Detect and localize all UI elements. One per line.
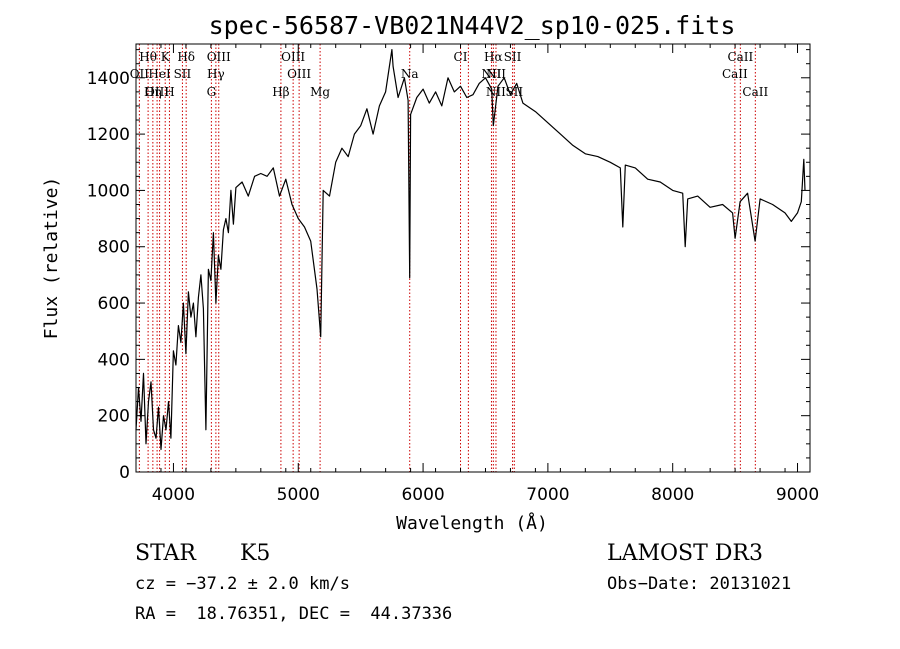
marker-label: OIII: [207, 50, 231, 64]
y-tick-label: 800: [98, 238, 130, 258]
x-tick-label: 5000: [277, 485, 320, 505]
marker-label: OIII: [281, 50, 305, 64]
object-subclass: K5: [240, 541, 271, 566]
marker-label: CI: [454, 50, 468, 64]
marker-label: H: [164, 85, 174, 99]
marker-label: Hθ: [139, 50, 157, 64]
x-tick-label: 6000: [401, 485, 444, 505]
plot-frame: [135, 43, 811, 473]
observation-date: Obs−Date: 20131021: [607, 574, 792, 594]
y-tick-label: 1000: [87, 181, 130, 201]
marker-label: OII: [130, 67, 150, 81]
x-axis: 4000 5000 6000 7000 8000 9000: [135, 44, 819, 505]
marker-label: OIII: [145, 85, 169, 99]
spectrum-line: [135, 48, 806, 451]
marker-label: Hα: [484, 50, 503, 64]
emission-line-markers: [138, 44, 756, 472]
marker-label: NII: [481, 67, 501, 81]
marker-label: OIII: [287, 67, 311, 81]
marker-label: Na: [401, 67, 419, 81]
marker-label: G: [207, 85, 217, 99]
y-tick-label: 1200: [87, 125, 130, 145]
y-axis: 0 200 400 600 800 1000 1200 1400: [87, 49, 810, 483]
marker-label: Hβ: [272, 85, 289, 99]
marker-label: Hδ: [177, 50, 195, 64]
marker-label: SII: [504, 50, 522, 64]
chart-title: spec-56587-VB021N44V2_sp10-025.fits: [209, 11, 736, 40]
marker-label: HeI: [148, 67, 171, 81]
marker-label: CaII: [727, 50, 753, 64]
y-tick-label: 400: [98, 350, 130, 370]
y-tick-label: 600: [98, 294, 130, 314]
marker-label: K: [161, 50, 171, 64]
y-tick-label: 0: [119, 463, 130, 483]
marker-label: Hη: [144, 85, 162, 99]
x-tick-label: 9000: [776, 485, 819, 505]
x-tick-label: 4000: [152, 485, 195, 505]
y-tick-label: 200: [98, 407, 130, 427]
y-tick-label: 1400: [87, 69, 130, 89]
x-tick-label: 7000: [526, 485, 569, 505]
marker-label: NII: [486, 67, 506, 81]
ra-dec: RA = 18.76351, DEC = 44.37336: [135, 604, 453, 624]
redshift-cz: cz = −37.2 ± 2.0 km/s: [135, 574, 350, 594]
marker-label: NII: [486, 85, 506, 99]
marker-label: SII: [174, 67, 192, 81]
object-class: STAR: [135, 541, 196, 566]
survey-name: LAMOST DR3: [607, 541, 763, 566]
x-tick-label: 8000: [651, 485, 694, 505]
marker-label: Mg: [310, 85, 330, 99]
x-axis-label: Wavelength (Å): [396, 512, 548, 534]
marker-label: Hγ: [207, 67, 225, 81]
y-axis-label: Flux (relative): [41, 177, 62, 340]
marker-label: CaII: [722, 67, 748, 81]
marker-label: CaII: [742, 85, 768, 99]
